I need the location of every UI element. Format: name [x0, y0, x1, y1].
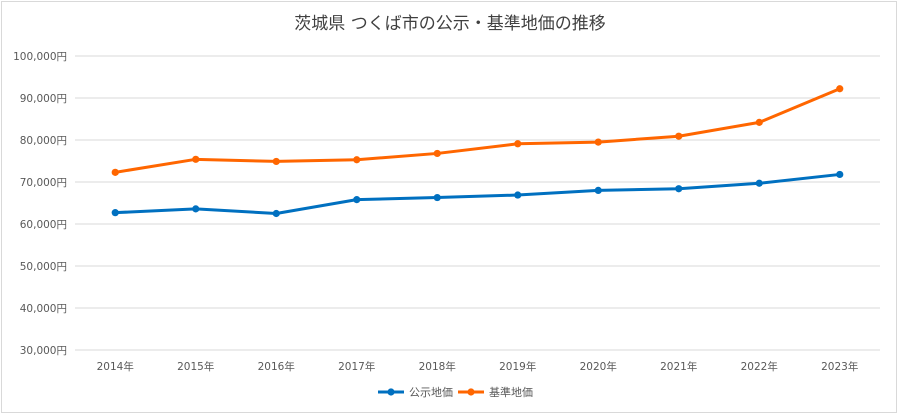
x-tick-label: 2021年 — [660, 360, 697, 373]
x-axis: 2014年 2015年 2016年 2017年 2018年 2019年 2020年 2021年… — [97, 360, 859, 373]
data-point — [675, 185, 683, 193]
data-point — [836, 85, 844, 93]
data-point — [514, 140, 522, 148]
x-tick-label: 2014年 — [97, 360, 134, 373]
data-point — [353, 196, 361, 204]
y-axis: 30,000円 40,000円 50,000円 60,000円 70,000円 80,00… — [13, 51, 67, 357]
y-tick-label: 70,000円 — [20, 177, 67, 189]
data-point — [675, 132, 683, 140]
data-point — [433, 149, 441, 158]
data-point — [272, 157, 280, 166]
series-line-2 — [113, 87, 842, 174]
x-tick-label: 2020年 — [580, 360, 617, 373]
x-tick-label: 2022年 — [741, 360, 778, 373]
data-point — [514, 191, 522, 199]
data-point — [594, 138, 602, 146]
data-point — [111, 168, 119, 176]
y-tick-label: 40,000円 — [20, 303, 67, 315]
legend-label: 公示地価 — [409, 386, 453, 399]
x-tick-label: 2023年 — [821, 360, 858, 373]
x-tick-label: 2018年 — [419, 360, 456, 373]
data-point — [353, 156, 361, 164]
y-tick-label: 50,000円 — [20, 261, 67, 273]
y-tick-label: 80,000円 — [20, 135, 67, 147]
data-point — [111, 209, 119, 217]
data-point — [594, 186, 602, 194]
data-point — [272, 209, 280, 218]
data-point — [192, 205, 200, 213]
chart-title: 茨城県 つくば市の公示・基準地価の推移 — [294, 14, 605, 34]
x-tick-label: 2017年 — [338, 360, 375, 373]
data-point — [192, 155, 200, 163]
y-tick-label: 100,000円 — [13, 51, 67, 63]
data-point — [433, 193, 441, 202]
legend-marker-1 — [387, 388, 395, 396]
legend-marker-2 — [467, 388, 475, 396]
y-tick-label: 60,000円 — [20, 219, 67, 231]
x-tick-label: 2015年 — [177, 360, 214, 373]
series-line-1 — [113, 172, 842, 215]
legend: 公示地価 基準地価 — [378, 385, 533, 399]
y-tick-label: 30,000円 — [20, 345, 67, 357]
data-point — [755, 179, 763, 187]
data-point — [836, 170, 844, 179]
gridlines — [75, 55, 880, 351]
x-tick-label: 2019年 — [499, 360, 536, 373]
y-tick-label: 90,000円 — [20, 93, 67, 105]
legend-label: 基準地価 — [489, 385, 533, 399]
series-group — [111, 85, 844, 218]
x-tick-label: 2016年 — [258, 360, 295, 373]
data-point — [755, 118, 763, 126]
